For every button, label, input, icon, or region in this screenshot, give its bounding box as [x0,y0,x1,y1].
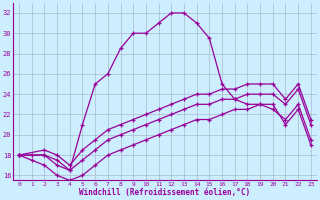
X-axis label: Windchill (Refroidissement éolien,°C): Windchill (Refroidissement éolien,°C) [79,188,251,197]
